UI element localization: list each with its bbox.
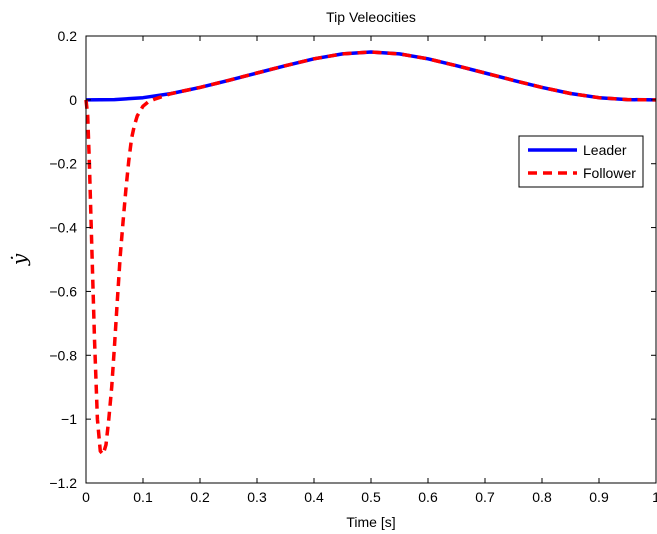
x-tick-label: 0.3 (247, 489, 267, 505)
x-tick-label: 0.7 (475, 489, 495, 505)
legend-label-leader: Leader (583, 142, 627, 158)
y-tick-label: −0.6 (49, 283, 77, 299)
x-axis-label: Time [s] (346, 514, 395, 530)
series-layer (84, 50, 657, 457)
x-tick-label: 0.2 (190, 489, 210, 505)
y-tick-label: 0.2 (58, 28, 78, 44)
x-tick-label: 0 (82, 489, 90, 505)
x-tick-label: 1 (652, 489, 657, 505)
y-tick-label: −1 (61, 411, 77, 427)
legend-label-follower: Follower (583, 165, 636, 181)
x-tick-label: 0.1 (133, 489, 153, 505)
chart-title: Tip Veleocities (326, 9, 416, 25)
y-tick-label: 0 (69, 92, 77, 108)
y-tick-label: −0.8 (49, 347, 77, 363)
plot-area (86, 36, 656, 483)
x-tick-label: 0.5 (361, 489, 381, 505)
x-tick-label: 0.6 (418, 489, 438, 505)
x-axis: 0 0.1 0.2 0.3 0.4 0.5 0.6 0.7 0.8 0.9 1 (82, 36, 657, 505)
y-tick-label: −1.2 (49, 475, 77, 491)
x-tick-label: 0.4 (304, 489, 324, 505)
legend: Leader Follower (518, 135, 644, 188)
x-tick-label: 0.8 (532, 489, 552, 505)
series-line-leader (85, 50, 657, 102)
series-line-follower (84, 50, 657, 457)
y-axis-label: ẏ (7, 253, 31, 266)
y-axis: 0.2 0 −0.2 −0.4 −0.6 −0.8 −1 −1.2 (49, 28, 656, 491)
x-tick-label: 0.9 (589, 489, 609, 505)
legend-box (518, 135, 644, 188)
y-tick-label: −0.2 (49, 156, 77, 172)
y-tick-label: −0.4 (49, 220, 77, 236)
